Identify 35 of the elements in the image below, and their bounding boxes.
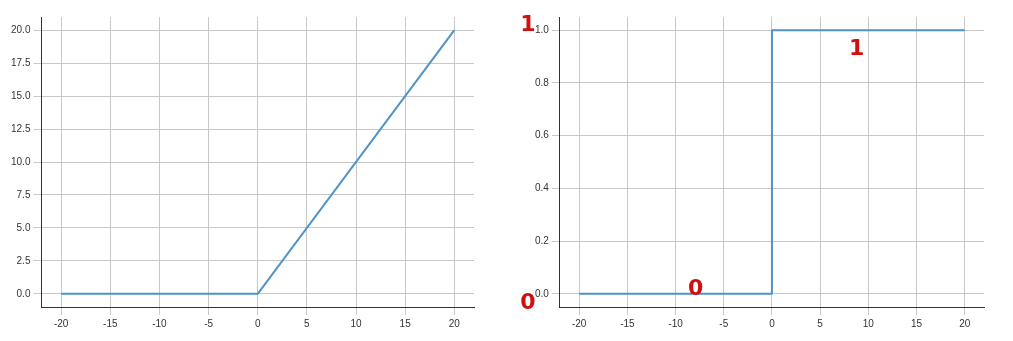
- x-tick-label: -5: [204, 317, 214, 329]
- y-tick-label: 0.8: [535, 76, 550, 88]
- x-tick-label: 5: [304, 317, 311, 329]
- y-tick-label: 0.6: [535, 129, 550, 141]
- text: 1: [520, 10, 536, 36]
- annotation: 1: [849, 34, 865, 60]
- y-tick-label: 0.4: [535, 182, 550, 194]
- y-tick-label: 17.5: [10, 56, 31, 68]
- x-tick-label: 0: [254, 317, 261, 329]
- y-tick-label: 0.0: [16, 287, 31, 299]
- x-tick-label: 20: [959, 317, 971, 329]
- x-tick-label: -5: [719, 317, 729, 329]
- y-tick-label: 20.0: [10, 23, 31, 35]
- x-tick-label: 0: [769, 317, 776, 329]
- y-tick-label: 10.0: [10, 155, 31, 167]
- x-tick-label: -20: [53, 317, 69, 329]
- y-tick-label: 0.0: [535, 287, 550, 299]
- x-tick-label: 20: [448, 317, 461, 329]
- y-tick-label: 2.5: [16, 254, 31, 266]
- x-tick-label: 15: [399, 317, 412, 329]
- x-tick-label: 5: [817, 317, 824, 329]
- x-tick-label: 10: [862, 317, 875, 329]
- x-tick-label: -15: [103, 317, 118, 329]
- y-tick-label: 12.5: [10, 122, 31, 134]
- x-tick-label: -20: [571, 317, 587, 329]
- y-tick-label: 5.0: [16, 221, 31, 233]
- x-tick-label: -10: [152, 317, 168, 329]
- y-tick-label: 15.0: [10, 89, 31, 101]
- x-tick-label: 15: [910, 317, 923, 329]
- y-tick-label: 0.2: [535, 234, 550, 246]
- x-tick-label: 10: [350, 317, 363, 329]
- x-tick-label: -15: [620, 317, 636, 329]
- y-tick-label: 7.5: [16, 188, 31, 200]
- x-tick-label: -10: [668, 317, 684, 329]
- y-tick-label: 1.0: [535, 23, 550, 35]
